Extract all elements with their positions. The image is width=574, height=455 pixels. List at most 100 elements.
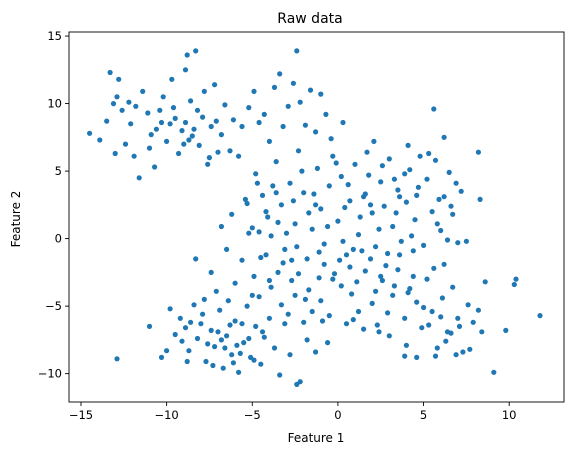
data-point	[441, 194, 447, 200]
data-point	[246, 230, 252, 236]
data-point	[280, 123, 286, 130]
data-point	[318, 298, 324, 304]
data-point	[313, 349, 319, 355]
data-point	[405, 142, 411, 148]
data-point	[222, 345, 228, 351]
data-point	[438, 314, 444, 320]
data-point	[330, 276, 336, 282]
data-point	[355, 232, 362, 238]
data-point	[196, 142, 202, 148]
data-point	[326, 313, 332, 319]
data-point	[97, 137, 103, 143]
data-point	[146, 323, 153, 329]
data-point	[201, 296, 207, 302]
data-point	[448, 330, 454, 336]
data-point	[282, 246, 288, 252]
data-point	[381, 203, 387, 209]
data-point	[460, 349, 466, 355]
data-point	[463, 238, 469, 244]
data-point	[232, 318, 238, 324]
data-point	[491, 369, 497, 375]
data-point	[402, 171, 408, 177]
data-point	[167, 306, 173, 312]
data-point	[349, 291, 355, 297]
data-point	[342, 204, 348, 211]
data-point	[244, 303, 250, 309]
data-point	[160, 94, 166, 100]
x-tick-label: 10	[502, 408, 517, 422]
data-point	[119, 107, 125, 113]
data-point	[232, 280, 238, 286]
data-point	[275, 219, 281, 225]
data-point	[347, 264, 353, 270]
data-point	[432, 157, 439, 163]
data-point	[415, 184, 421, 190]
data-point	[179, 338, 185, 344]
data-point	[366, 172, 372, 178]
data-point	[218, 337, 224, 343]
data-point	[128, 121, 134, 127]
data-point	[188, 319, 194, 325]
data-point	[239, 123, 245, 130]
data-point	[301, 190, 307, 196]
data-point	[314, 165, 320, 171]
data-point	[309, 226, 315, 232]
data-point	[222, 102, 228, 108]
data-point	[229, 352, 235, 358]
data-point	[323, 111, 329, 117]
data-point	[426, 322, 432, 328]
data-point	[376, 329, 382, 335]
data-point	[182, 119, 189, 126]
data-point	[230, 117, 236, 123]
data-point	[256, 119, 262, 126]
data-point	[477, 196, 483, 202]
data-point	[256, 294, 262, 300]
data-point	[261, 334, 267, 340]
data-point	[239, 257, 245, 263]
data-point	[229, 211, 235, 217]
data-point	[407, 167, 413, 173]
data-point	[218, 132, 224, 138]
data-point	[294, 48, 300, 54]
data-point	[326, 183, 332, 189]
data-point	[475, 149, 481, 155]
data-point	[386, 333, 392, 339]
data-point	[426, 150, 432, 157]
data-point	[292, 292, 298, 298]
data-point	[355, 308, 362, 315]
data-point	[369, 210, 375, 216]
data-point	[295, 271, 302, 277]
data-point	[479, 329, 485, 335]
data-point	[414, 299, 420, 305]
data-point	[184, 52, 190, 58]
data-point	[146, 145, 153, 151]
data-point	[443, 338, 449, 344]
data-point	[403, 342, 409, 348]
y-tick-label: −10	[38, 367, 62, 381]
data-point	[164, 138, 170, 144]
y-tick-label: 15	[47, 29, 62, 43]
data-point	[338, 173, 344, 180]
data-point	[244, 200, 250, 207]
data-point	[265, 214, 271, 220]
data-point	[236, 369, 242, 375]
data-point	[438, 227, 444, 234]
data-point	[194, 107, 201, 113]
data-point	[236, 153, 242, 159]
data-point	[246, 335, 252, 342]
data-point	[210, 362, 216, 369]
data-point	[434, 221, 440, 227]
data-point	[347, 198, 353, 204]
data-point	[402, 353, 408, 359]
data-point	[455, 315, 461, 321]
data-point	[318, 91, 324, 97]
data-point	[237, 350, 243, 356]
data-point	[385, 310, 391, 316]
data-point	[289, 257, 295, 263]
data-point	[181, 141, 187, 147]
data-point	[397, 252, 403, 258]
data-point	[227, 148, 233, 154]
data-points	[87, 48, 543, 387]
data-point	[182, 325, 189, 331]
chart-title: Raw data	[277, 11, 342, 27]
